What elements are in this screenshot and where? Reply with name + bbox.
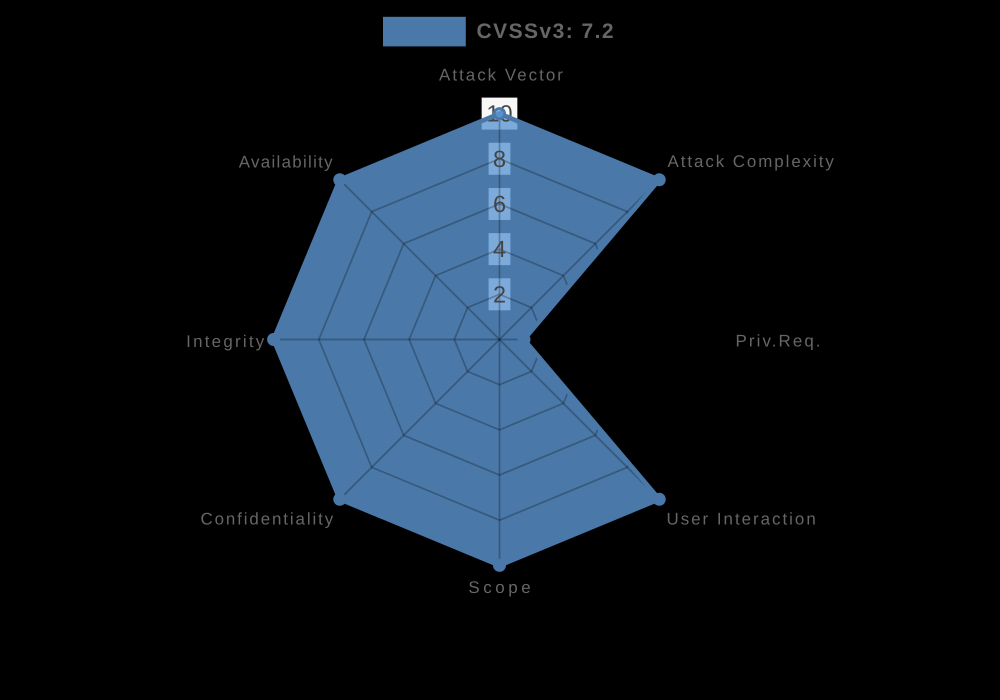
svg-text:Scope: Scope [468,578,534,597]
svg-text:Availability: Availability [239,153,334,172]
svg-text:Confidentiality: Confidentiality [200,510,335,529]
svg-text:6: 6 [493,191,506,217]
svg-text:Priv.Req.: Priv.Req. [736,331,823,350]
svg-text:2: 2 [493,281,506,307]
svg-text:User Interaction: User Interaction [667,510,818,529]
svg-text:Attack Vector: Attack Vector [439,66,565,85]
svg-text:CVSSv3: 7.2: CVSSv3: 7.2 [477,20,616,43]
svg-text:8: 8 [493,146,506,172]
svg-text:Attack Complexity: Attack Complexity [668,152,836,171]
svg-text:4: 4 [493,236,506,262]
svg-text:Integrity: Integrity [186,332,266,351]
